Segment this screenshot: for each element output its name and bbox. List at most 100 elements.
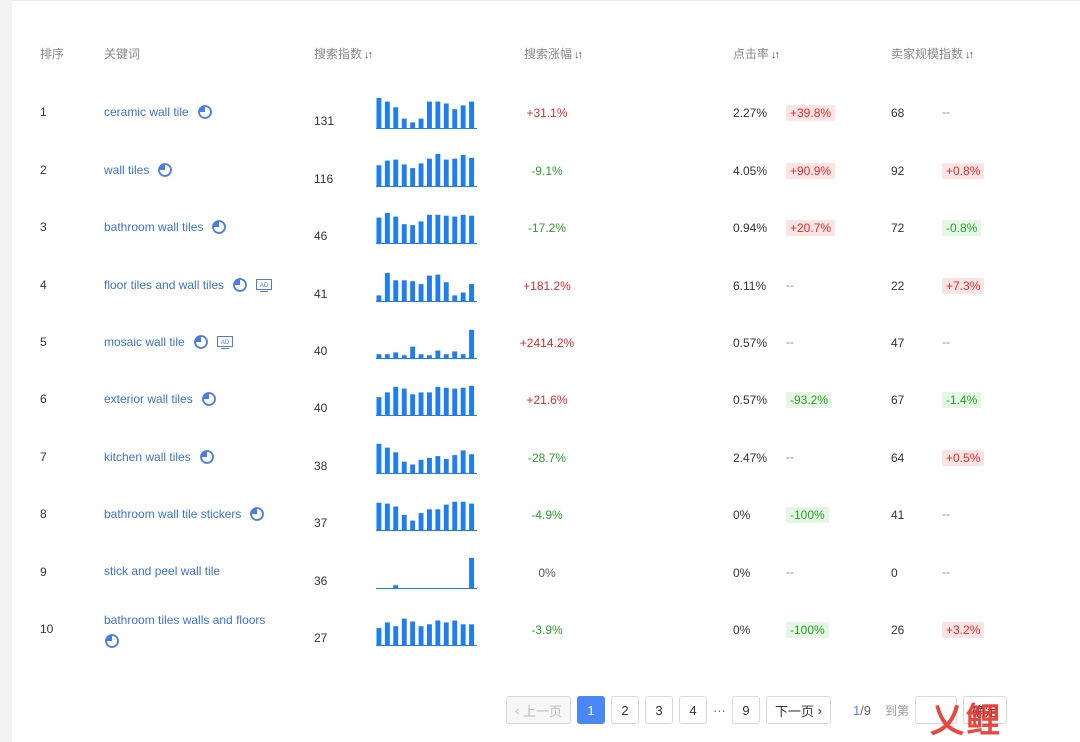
trend-bar bbox=[384, 101, 390, 128]
trend-bar bbox=[469, 157, 474, 186]
trend-bar bbox=[452, 351, 458, 358]
page-current: 1 bbox=[852, 702, 861, 718]
rank-cell: 4 bbox=[40, 278, 47, 292]
search-index-cell: 37 bbox=[314, 516, 328, 530]
page-button-9[interactable]: 9 bbox=[731, 696, 760, 724]
keyword-analysis-icon[interactable] bbox=[211, 219, 227, 235]
page-button-2[interactable]: 2 bbox=[610, 696, 639, 724]
trend-bar bbox=[376, 165, 382, 186]
sort-icon[interactable]: ↓↑ bbox=[364, 49, 373, 61]
watermark-text: 鲤 bbox=[966, 702, 1002, 740]
ctr-change-text: +20.7% bbox=[786, 220, 836, 236]
keyword-link[interactable]: stick and peel wall tile bbox=[104, 564, 220, 578]
trend-bar bbox=[401, 388, 407, 415]
trend-bar bbox=[418, 221, 424, 243]
page-button-3[interactable]: 3 bbox=[644, 696, 673, 724]
rank-cell: 5 bbox=[40, 335, 47, 349]
ctr-cell: 0.57% bbox=[733, 393, 768, 407]
trend-bar bbox=[401, 355, 407, 358]
trend-bar bbox=[460, 214, 466, 243]
prev-page-button[interactable]: ‹ 上一页 bbox=[506, 696, 571, 724]
ctr-change-badge: -- bbox=[786, 335, 794, 349]
trend-bar bbox=[410, 520, 416, 530]
keyword-text: floor tiles and wall tiles bbox=[104, 278, 225, 292]
seller-index-cell: 67 bbox=[891, 393, 905, 407]
trend-bar bbox=[393, 159, 399, 186]
sort-icon[interactable]: ↓↑ bbox=[574, 49, 583, 61]
page-button-4[interactable]: 4 bbox=[678, 696, 707, 724]
keyword-link[interactable]: exterior wall tiles bbox=[104, 391, 217, 407]
keyword-link[interactable]: mosaic wall tile AD bbox=[104, 334, 233, 350]
keyword-text: wall tiles bbox=[104, 163, 150, 177]
trend-bar bbox=[460, 292, 466, 301]
jump-page-input[interactable] bbox=[915, 696, 958, 724]
keyword-analysis-icon[interactable] bbox=[157, 162, 173, 178]
keyword-analysis-icon[interactable] bbox=[249, 506, 265, 522]
trend-bar bbox=[427, 624, 432, 645]
trend-bar bbox=[376, 295, 382, 301]
seller-change-text: +0.8% bbox=[942, 163, 985, 179]
seller-index-cell: 41 bbox=[891, 508, 905, 522]
keyword-analysis-icon[interactable] bbox=[199, 449, 215, 465]
trend-bar bbox=[418, 284, 424, 301]
search-index-cell: 27 bbox=[314, 631, 328, 645]
ctr-change-text: +39.8% bbox=[786, 105, 836, 121]
seller-change-text: -- bbox=[942, 335, 950, 349]
ctr-change-text: -100% bbox=[786, 622, 829, 638]
keyword-link[interactable]: floor tiles and wall tiles AD bbox=[104, 277, 273, 293]
trend-bar bbox=[443, 103, 449, 128]
ctr-change-badge: -- bbox=[786, 565, 794, 579]
trend-sparkline bbox=[376, 385, 477, 416]
keyword-link[interactable]: wall tiles bbox=[104, 162, 173, 178]
sort-icon[interactable]: ↓↑ bbox=[771, 49, 780, 61]
trend-bar bbox=[469, 557, 474, 588]
trend-bar bbox=[443, 387, 449, 415]
svg-text:AD: AD bbox=[260, 283, 269, 289]
header-search-growth[interactable]: 搜索涨幅 ↓↑ bbox=[524, 45, 583, 62]
trend-bar bbox=[418, 163, 424, 186]
ctr-change-text: -93.2% bbox=[786, 392, 833, 408]
header-seller-index[interactable]: 卖家规模指数 ↓↑ bbox=[891, 45, 974, 62]
keyword-link[interactable]: ceramic wall tile bbox=[104, 104, 213, 120]
trend-bar bbox=[469, 385, 474, 415]
confirm-jump-button[interactable]: 确定 bbox=[963, 696, 1008, 724]
trend-bar bbox=[393, 107, 399, 128]
trend-bar bbox=[460, 354, 466, 358]
keyword-link[interactable]: bathroom wall tile stickers bbox=[104, 506, 265, 522]
trend-bar bbox=[410, 168, 416, 186]
ctr-change-badge: +90.9% bbox=[786, 163, 836, 179]
keyword-text: bathroom wall tile stickers bbox=[104, 507, 242, 521]
keyword-analysis-icon[interactable] bbox=[201, 391, 217, 407]
search-growth-cell: -28.7% bbox=[527, 451, 567, 465]
trend-bar bbox=[410, 281, 416, 301]
trend-bar bbox=[443, 215, 449, 243]
keyword-analysis-icon[interactable] bbox=[232, 277, 248, 293]
keyword-link[interactable]: kitchen wall tiles bbox=[104, 449, 215, 465]
header-ctr[interactable]: 点击率 ↓↑ bbox=[733, 45, 780, 62]
trend-bar bbox=[384, 212, 390, 243]
ad-icon: AD bbox=[256, 278, 273, 292]
ranking-table-panel: 排序 关键词 搜索指数 ↓↑ 搜索涨幅 ↓↑ 点击率 ↓↑ 卖家规模指数 ↓↑ 1 cer… bbox=[12, 0, 1080, 742]
next-page-button[interactable]: 下一页 › bbox=[765, 696, 831, 724]
trend-bar bbox=[384, 622, 390, 645]
ctr-change-text: -- bbox=[786, 450, 794, 464]
trend-bar bbox=[435, 214, 441, 243]
keyword-analysis-icon[interactable] bbox=[197, 104, 213, 120]
trend-bar bbox=[384, 354, 390, 358]
keyword-link[interactable]: bathroom wall tiles bbox=[104, 219, 227, 235]
trend-sparkline bbox=[376, 329, 477, 359]
search-growth-cell: -17.2% bbox=[527, 221, 567, 235]
trend-bar bbox=[469, 503, 474, 530]
header-search-index[interactable]: 搜索指数 ↓↑ bbox=[314, 45, 373, 62]
trend-bar bbox=[469, 101, 474, 128]
trend-bar bbox=[401, 514, 407, 530]
sort-icon[interactable]: ↓↑ bbox=[965, 49, 974, 61]
ctr-cell: 4.05% bbox=[733, 164, 768, 178]
rank-cell: 8 bbox=[40, 507, 47, 521]
page-button-1[interactable]: 1 bbox=[576, 696, 605, 724]
trend-bar bbox=[443, 282, 449, 301]
keyword-link[interactable]: bathroom tiles walls and floors bbox=[104, 613, 265, 649]
table-row: 8 bathroom wall tile stickers 37 -4.9% 0% -10… bbox=[12, 483, 1080, 540]
keyword-analysis-icon[interactable] bbox=[104, 633, 120, 649]
keyword-analysis-icon[interactable] bbox=[193, 334, 209, 350]
